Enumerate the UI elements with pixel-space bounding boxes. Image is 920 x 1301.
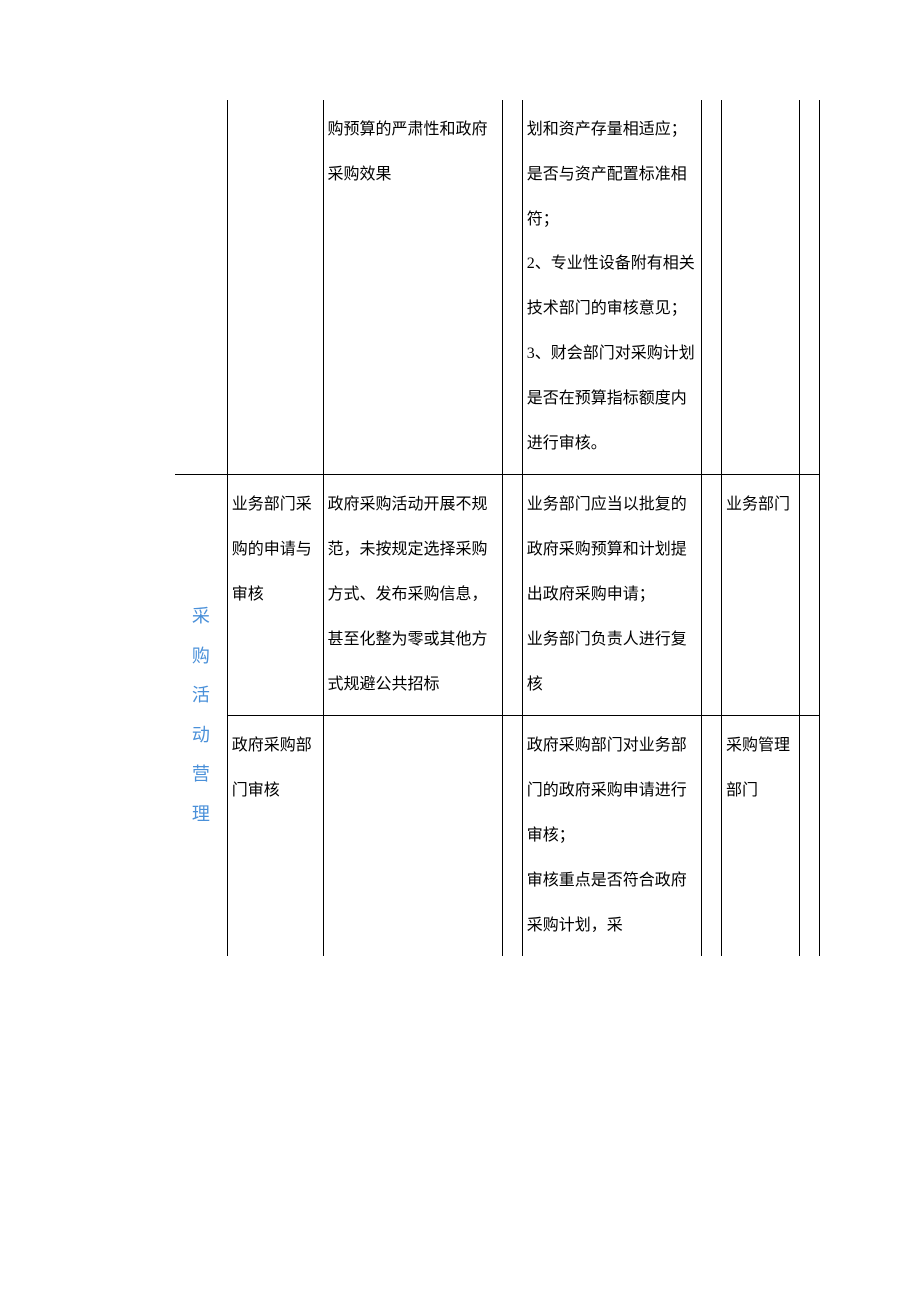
cell-r1-c7 <box>721 100 799 475</box>
cell-r3-c8 <box>800 716 820 956</box>
cell-r2-c2: 业务部门采购的申请与审核 <box>227 475 323 716</box>
cell-r3-c7: 采购管理部门 <box>721 716 799 956</box>
cell-r1-c6 <box>702 100 722 475</box>
cell-r3-c3 <box>323 716 503 956</box>
cell-r2-c7: 业务部门 <box>721 475 799 716</box>
cell-r1-c1 <box>175 100 227 475</box>
cell-r1-c2 <box>227 100 323 475</box>
cell-r2-c6 <box>702 475 722 716</box>
cell-r2-c3: 政府采购活动开展不规范，未按规定选择采购方式、发布采购信息，甚至化整为零或其他方… <box>323 475 503 716</box>
procurement-table: 购预算的严肃性和政府采购效果 划和资产存量相适应；是否与资产配置标准相符；2、专… <box>175 100 820 956</box>
cell-r2-c4 <box>503 475 523 716</box>
cell-r3-c6 <box>702 716 722 956</box>
cell-r1-c4 <box>503 100 523 475</box>
cell-r2-c8 <box>800 475 820 716</box>
cell-r3-c5: 政府采购部门对业务部门的政府采购申请进行审核；审核重点是否符合政府采购计划，采 <box>522 716 702 956</box>
cell-r3-c4 <box>503 716 523 956</box>
section-label-procurement-activity-management: 采 购 活 动 营 理 <box>175 475 227 956</box>
cell-r1-c5: 划和资产存量相适应；是否与资产配置标准相符；2、专业性设备附有相关技术部门的审核… <box>522 100 702 475</box>
table-row: 政府采购部门审核 政府采购部门对业务部门的政府采购申请进行审核；审核重点是否符合… <box>175 716 820 956</box>
cell-r2-c5: 业务部门应当以批复的政府采购预算和计划提出政府采购申请；业务部门负责人进行复核 <box>522 475 702 716</box>
table-row: 购预算的严肃性和政府采购效果 划和资产存量相适应；是否与资产配置标准相符；2、专… <box>175 100 820 475</box>
table-row: 采 购 活 动 营 理 业务部门采购的申请与审核 政府采购活动开展不规范，未按规… <box>175 475 820 716</box>
cell-r1-c8 <box>800 100 820 475</box>
cell-r1-c3: 购预算的严肃性和政府采购效果 <box>323 100 503 475</box>
cell-r3-c2: 政府采购部门审核 <box>227 716 323 956</box>
